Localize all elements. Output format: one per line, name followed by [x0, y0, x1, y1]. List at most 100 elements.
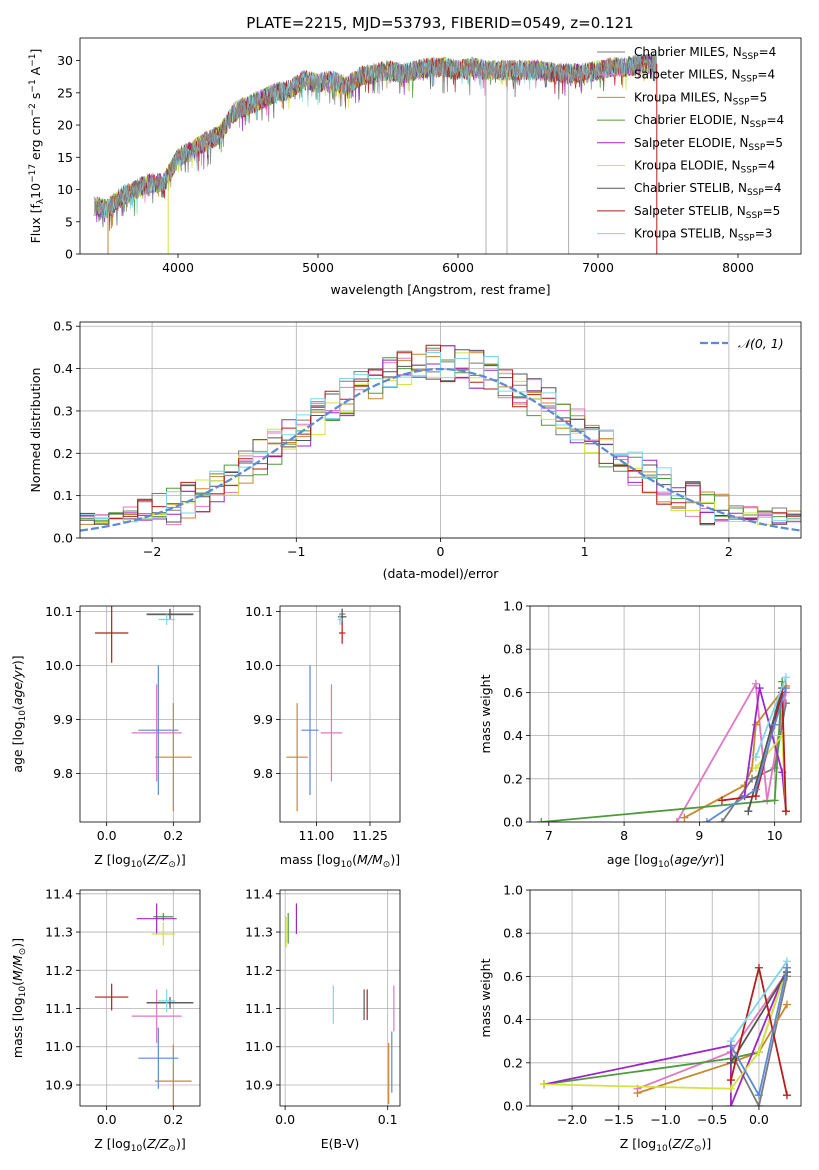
legend: Chabrier MILES, NSSP=4 Salpeter MILES, NS… — [597, 45, 784, 244]
legend-label: Chabrier STELIB, NSSP=4 — [634, 181, 782, 198]
legend-label: Salpeter MILES, NSSP=4 — [634, 68, 775, 85]
weight-marker — [672, 818, 681, 822]
weight-marker — [744, 807, 753, 816]
y-tick-label: 15 — [57, 150, 73, 165]
gaussian-curve — [80, 367, 801, 532]
plot-area-spectrum — [93, 53, 658, 254]
y-tick-label: 0.8 — [503, 926, 523, 941]
frame-residuals — [79, 321, 802, 539]
x-tick-label: 0.0 — [749, 1112, 769, 1127]
plot-area-mass_vs_ebv — [285, 903, 395, 1105]
y-tick-label: 10.1 — [245, 604, 273, 619]
x-tick-label: −1.0 — [650, 1112, 680, 1127]
legend-label: Chabrier MILES, NSSP=4 — [634, 45, 776, 62]
y-tick-label: 11.2 — [45, 963, 73, 978]
plot-area-age_vs_Z — [95, 606, 194, 812]
y-tick-label: 0.6 — [503, 969, 523, 984]
x-tick-label: 7 — [545, 828, 553, 843]
y-tick-label: 0.2 — [503, 1055, 523, 1070]
plot-area-residuals — [80, 344, 801, 532]
weight-marker — [726, 1084, 735, 1093]
panels: 4000 5000 6000 7000 8000051015202530waveleng… — [10, 37, 802, 1154]
y-tick-label: 0.4 — [503, 728, 523, 743]
weight-marker — [782, 1091, 791, 1100]
x-tick-label: 0.1 — [378, 1112, 398, 1127]
axes-spectrum: 4000 5000 6000 7000 8000 0 5 10 15 20 25 30 — [57, 53, 754, 275]
weight-marker — [770, 796, 779, 805]
weight-marker — [781, 807, 790, 816]
y-tick-label: 9.8 — [253, 766, 273, 781]
weight-marker — [751, 785, 760, 794]
x-tick-label: 5000 — [302, 260, 334, 275]
x-tick-label: 0.2 — [163, 828, 183, 843]
weight-marker — [726, 1076, 735, 1085]
x-axis-label: wavelength [Angstrom, rest frame] — [330, 282, 550, 297]
y-tick-label: 10.9 — [245, 1077, 273, 1092]
weight-line — [754, 676, 787, 758]
y-tick-label: 0.2 — [503, 771, 523, 786]
y-tick-label: 10.1 — [45, 604, 73, 619]
x-tick-label: 11.00 — [299, 828, 335, 843]
y-tick-label: 11.1 — [45, 1001, 73, 1016]
data-spectrum — [93, 54, 658, 217]
legend-label: Salpeter STELIB, NSSP=5 — [634, 204, 780, 221]
x-tick-label: 8000 — [722, 260, 754, 275]
plot-area-weights_vs_age — [537, 673, 790, 822]
x-axis-label: Z [log10(Z/Z⊙)] — [94, 1136, 185, 1154]
y-tick-label: 9.9 — [253, 712, 273, 727]
weight-marker — [717, 818, 726, 822]
y-tick-label: 10.0 — [45, 658, 73, 673]
y-axis-label: Normed distribution — [28, 368, 43, 493]
x-tick-label: −1.5 — [604, 1112, 634, 1127]
plot-area-weights_vs_Z — [540, 957, 791, 1106]
x-tick-label: 10 — [767, 828, 783, 843]
weight-marker — [754, 1102, 763, 1106]
weight-marker — [755, 684, 764, 693]
y-tick-label: 5 — [65, 214, 73, 229]
y-axis-label: mass weight — [478, 674, 493, 753]
axes-weights_vs_age: 7 8 9 10 0.0 0.2 0.4 0.6 0.8 1.0 — [503, 599, 801, 843]
x-tick-label: 1 — [581, 544, 589, 559]
x-axis-label: (data-model)/error — [383, 566, 500, 581]
x-axis-label: age [log10(age/yr)] — [607, 852, 724, 870]
x-tick-label: 4000 — [162, 260, 194, 275]
weight-line — [541, 681, 784, 822]
x-axis-label: mass [log10(M/M⊙)] — [280, 852, 400, 870]
weight-marker — [726, 1102, 735, 1106]
weight-marker — [717, 796, 726, 805]
y-tick-label: 0.1 — [53, 488, 73, 503]
y-axis-label: age [log10(age/yr)] — [10, 655, 28, 772]
weight-marker — [751, 679, 760, 688]
weight-marker — [751, 753, 760, 762]
axes-residuals: −2 −1 0 1 2 0.0 0.1 0.2 0.3 0.4 0.5 — [53, 319, 801, 559]
weight-marker — [782, 1000, 791, 1009]
x-axis-label: Z [log10(Z/Z⊙)] — [94, 852, 185, 870]
y-tick-label: 11.0 — [45, 1039, 73, 1054]
y-tick-label: 0.4 — [53, 361, 73, 376]
weight-marker — [702, 818, 711, 822]
y-tick-label: 0.8 — [503, 642, 523, 657]
weight-marker — [726, 1058, 735, 1067]
y-tick-label: 1.0 — [503, 599, 523, 614]
x-tick-label: 0.0 — [97, 828, 117, 843]
y-tick-label: 11.3 — [245, 925, 273, 940]
frame-mass_vs_Z — [79, 889, 201, 1107]
weight-line — [543, 967, 788, 1106]
y-tick-label: 0.6 — [503, 685, 523, 700]
x-tick-label: 7000 — [582, 260, 614, 275]
y-tick-label: 9.9 — [53, 712, 73, 727]
plot-area-mass_vs_Z — [95, 903, 194, 1106]
y-tick-label: 0.3 — [53, 403, 73, 418]
axes-age_vs_Z: 0.0 0.2 9.8 9.9 10.0 10.1 — [45, 604, 200, 843]
y-tick-label: 9.8 — [53, 766, 73, 781]
y-tick-label: 0.0 — [53, 531, 73, 546]
legend-label: Kroupa MILES, NSSP=5 — [634, 90, 767, 107]
weight-marker — [781, 684, 790, 693]
legend-label: Salpeter ELODIE, NSSP=5 — [634, 136, 783, 153]
y-tick-label: 11.3 — [45, 925, 73, 940]
weight-marker — [740, 781, 749, 790]
weight-marker — [778, 731, 787, 740]
y-tick-label: 30 — [57, 53, 73, 68]
legend-label: 𝒩(0, 1) — [738, 336, 784, 351]
y-tick-label: 11.0 — [245, 1039, 273, 1054]
